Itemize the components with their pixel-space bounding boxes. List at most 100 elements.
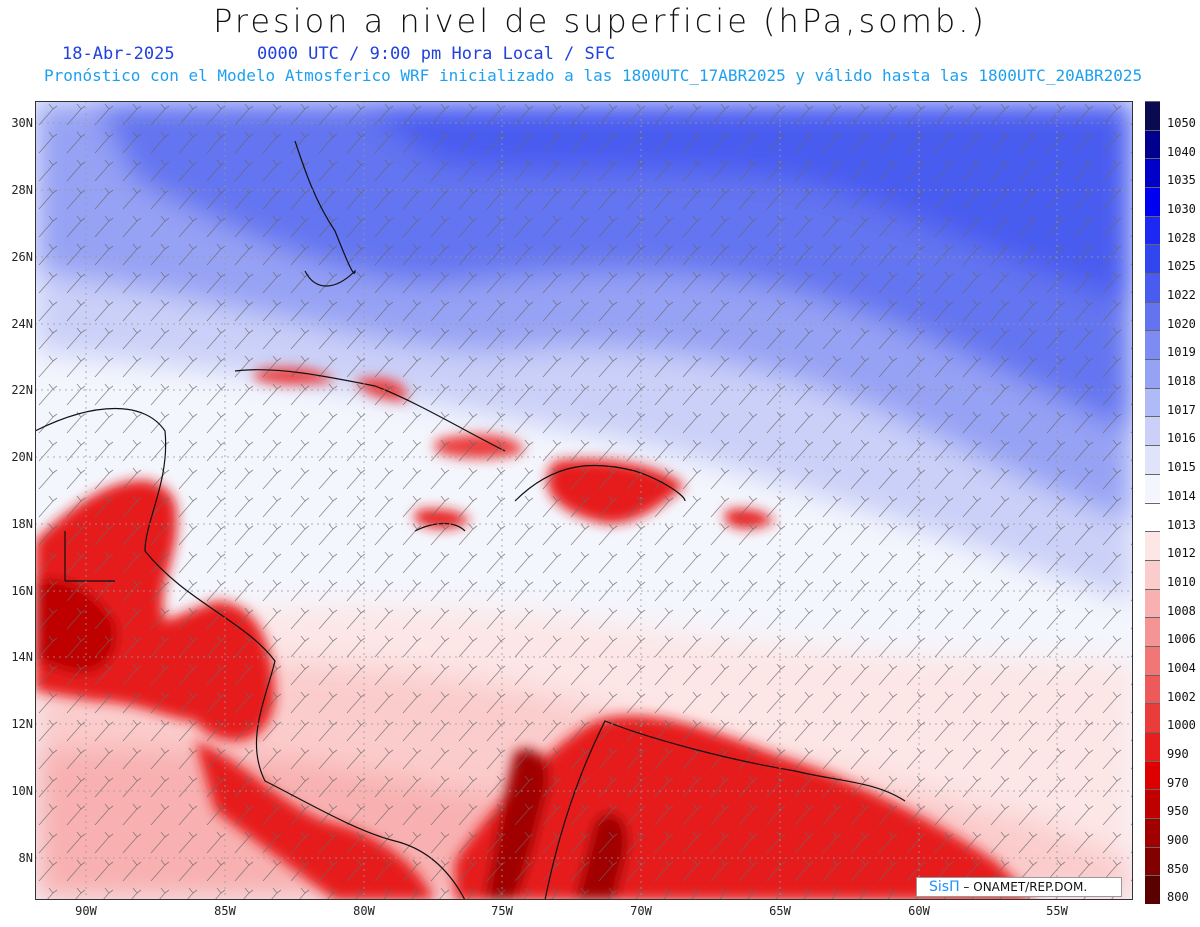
legend-row-1000: 1000 xyxy=(1145,703,1200,732)
legend-swatch xyxy=(1145,817,1160,847)
legend-swatch xyxy=(1145,330,1160,360)
legend-row-1010: 1010 xyxy=(1145,559,1200,589)
credit-brand: SisΠ xyxy=(929,879,960,895)
legend-row-800: 800 xyxy=(1145,875,1200,904)
legend-label: 1022 xyxy=(1167,288,1196,303)
legend-label: 800 xyxy=(1167,890,1189,905)
legend-label: 950 xyxy=(1167,804,1189,819)
legend-label: 900 xyxy=(1167,832,1189,847)
legend-swatch xyxy=(1145,473,1160,503)
legend-swatch xyxy=(1145,703,1160,732)
lat-label-30n: 30N xyxy=(11,116,33,130)
legend-row-950: 950 xyxy=(1145,789,1200,818)
valid-time-label: 0000 UTC / 9:00 pm Hora Local / SFC xyxy=(257,44,616,64)
legend-row-1012: 1012 xyxy=(1145,531,1200,560)
lon-label-85w: 85W xyxy=(214,904,236,918)
legend-row-970: 970 xyxy=(1145,760,1200,790)
legend-row-1014: 1014 xyxy=(1145,473,1200,503)
legend-row-1020: 1020 xyxy=(1145,301,1200,331)
legend-row-1015: 1015 xyxy=(1145,445,1200,474)
lon-label-55w: 55W xyxy=(1046,904,1068,918)
legend-swatch xyxy=(1145,559,1160,589)
legend-label: 1004 xyxy=(1167,660,1196,675)
credit-box: SisΠ – ONAMET/REP.DOM. xyxy=(916,877,1122,897)
legend-row-1017: 1017 xyxy=(1145,387,1200,417)
legend-swatch xyxy=(1145,731,1160,761)
lon-label-75w: 75W xyxy=(491,904,513,918)
legend-swatch xyxy=(1145,215,1160,245)
legend-row-1035: 1035 xyxy=(1145,158,1200,187)
legend-row-850: 850 xyxy=(1145,846,1200,876)
legend-row-1019: 1019 xyxy=(1145,330,1200,359)
legend-label: 1040 xyxy=(1167,144,1196,159)
legend-label: 1020 xyxy=(1167,316,1196,331)
legend-swatch xyxy=(1145,645,1160,675)
lat-label-16n: 16N xyxy=(11,584,33,598)
lat-label-8n: 8N xyxy=(18,851,33,865)
legend-label: 850 xyxy=(1167,861,1189,876)
legend-swatch xyxy=(1145,244,1160,274)
legend-label: 1006 xyxy=(1167,632,1196,647)
pressure-legend: 1050 1040 1035 1030 1028 1025 1022 1020 1019 1018… xyxy=(1145,101,1200,904)
legend-swatch xyxy=(1145,760,1160,790)
legend-label: 1013 xyxy=(1167,517,1196,532)
lat-label-24n: 24N xyxy=(11,317,33,331)
legend-swatch xyxy=(1145,187,1160,216)
lat-label-28n: 28N xyxy=(11,183,33,197)
legend-label: 1018 xyxy=(1167,374,1196,389)
legend-swatch xyxy=(1145,846,1160,876)
legend-label: 1014 xyxy=(1167,488,1196,503)
lat-label-12n: 12N xyxy=(11,717,33,731)
lat-label-22n: 22N xyxy=(11,383,33,397)
date-label: 18-Abr-2025 xyxy=(62,44,175,64)
legend-swatch xyxy=(1145,617,1160,646)
legend-label: 1002 xyxy=(1167,689,1196,704)
legend-swatch xyxy=(1145,273,1160,302)
legend-label: 1010 xyxy=(1167,574,1196,589)
legend-row-1030: 1030 xyxy=(1145,187,1200,216)
legend-label: 1035 xyxy=(1167,173,1196,188)
legend-label: 990 xyxy=(1167,746,1189,761)
legend-label: 1030 xyxy=(1167,202,1196,217)
credit-text: ONAMET/REP.DOM. xyxy=(969,880,1088,894)
legend-label: 1012 xyxy=(1167,546,1196,561)
graticule xyxy=(35,101,1133,900)
legend-row-1022: 1022 xyxy=(1145,273,1200,302)
legend-swatch xyxy=(1145,387,1160,417)
legend-swatch xyxy=(1145,301,1160,331)
wind-barbs xyxy=(35,101,1133,900)
lon-label-80w: 80W xyxy=(353,904,375,918)
lat-label-14n: 14N xyxy=(11,650,33,664)
lon-label-60w: 60W xyxy=(908,904,930,918)
legend-swatch xyxy=(1145,502,1160,532)
pressure-map xyxy=(35,101,1133,900)
legend-row-1050: 1050 xyxy=(1145,101,1200,130)
legend-label: 1000 xyxy=(1167,718,1196,733)
legend-label: 1015 xyxy=(1167,460,1196,475)
lon-label-70w: 70W xyxy=(630,904,652,918)
lon-label-65w: 65W xyxy=(769,904,791,918)
legend-swatch xyxy=(1145,531,1160,560)
legend-row-1025: 1025 xyxy=(1145,244,1200,273)
legend-swatch xyxy=(1145,158,1160,188)
legend-label: 1050 xyxy=(1167,116,1196,130)
legend-swatch xyxy=(1145,674,1160,704)
legend-label: 1028 xyxy=(1167,230,1196,245)
legend-label: 1019 xyxy=(1167,345,1196,360)
legend-row-990: 990 xyxy=(1145,731,1200,761)
legend-swatch xyxy=(1145,445,1160,474)
lat-label-20n: 20N xyxy=(11,450,33,464)
legend-label: 1017 xyxy=(1167,402,1196,417)
legend-row-900: 900 xyxy=(1145,817,1200,847)
legend-row-1040: 1040 xyxy=(1145,129,1200,159)
legend-swatch xyxy=(1145,875,1160,904)
credit-dash: – xyxy=(959,880,970,894)
lat-label-10n: 10N xyxy=(11,784,33,798)
legend-swatch xyxy=(1145,129,1160,159)
legend-row-1018: 1018 xyxy=(1145,359,1200,388)
lat-label-18n: 18N xyxy=(11,517,33,531)
legend-swatch xyxy=(1145,359,1160,388)
legend-row-1013: 1013 xyxy=(1145,502,1200,532)
legend-swatch xyxy=(1145,588,1160,618)
legend-row-1008: 1008 xyxy=(1145,588,1200,618)
